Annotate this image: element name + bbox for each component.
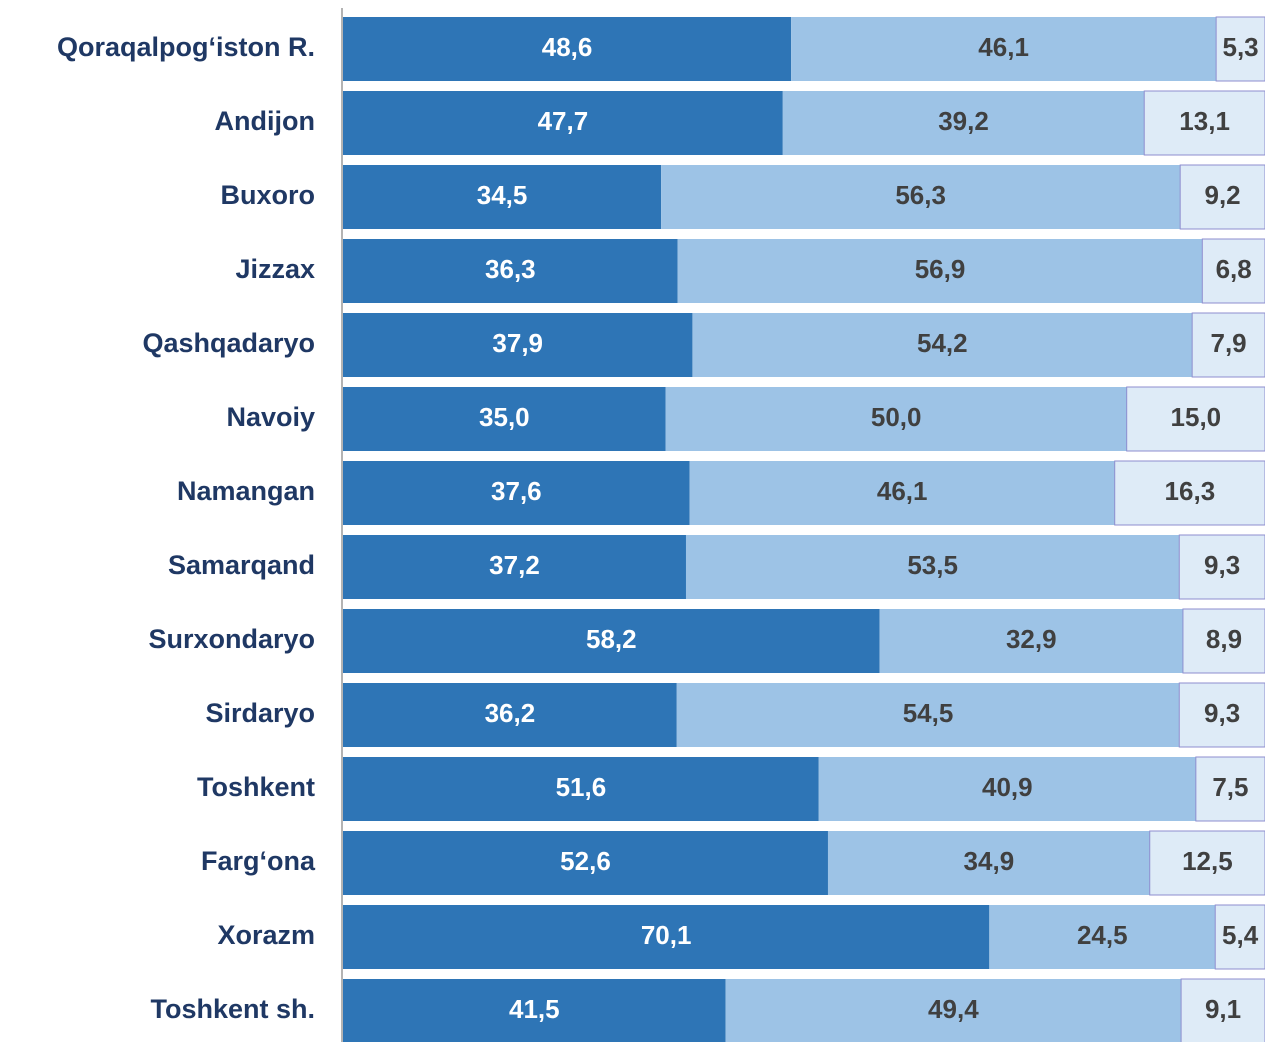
- category-label: Surxondaryo: [148, 624, 315, 654]
- value-label: 37,2: [489, 550, 540, 580]
- bar-segment: [791, 17, 1217, 81]
- bar-segment: [343, 535, 686, 599]
- bar-segment: [1114, 460, 1265, 526]
- bar-segment: [343, 831, 828, 895]
- value-label: 36,3: [485, 254, 536, 284]
- category-label: Qashqadaryo: [142, 328, 315, 358]
- bar-segment: [1179, 164, 1265, 230]
- value-label: 70,1: [641, 920, 692, 950]
- value-label: 48,6: [542, 32, 593, 62]
- bar-segment: [343, 683, 677, 747]
- value-label: 47,7: [538, 106, 589, 136]
- value-label: 53,5: [907, 550, 958, 580]
- bar-segment: [343, 239, 678, 303]
- category-label: Jizzax: [235, 254, 315, 284]
- bar-segment: [343, 165, 662, 229]
- value-label: 39,2: [938, 106, 989, 136]
- value-label: 49,4: [928, 994, 979, 1024]
- bar-segment: [1214, 904, 1265, 970]
- value-label: 34,9: [964, 846, 1015, 876]
- bar-segment: [1149, 830, 1265, 896]
- value-label: 13,1: [1179, 106, 1230, 136]
- bar-segment: [1143, 90, 1265, 156]
- value-label: 52,6: [560, 846, 611, 876]
- category-label: Andijon: [215, 106, 315, 136]
- bar-segment: [1178, 682, 1265, 748]
- category-label: Xorazm: [217, 920, 315, 950]
- value-label: 5,4: [1222, 920, 1259, 950]
- category-label: Navoiy: [226, 402, 315, 432]
- category-label: Buxoro: [221, 180, 316, 210]
- value-label: 35,0: [479, 402, 530, 432]
- value-label: 7,5: [1212, 772, 1248, 802]
- bar-segment: [343, 387, 666, 451]
- bar-segment: [343, 609, 880, 673]
- bar-segment: [343, 313, 693, 377]
- value-label: 54,5: [903, 698, 954, 728]
- bar-segment: [343, 461, 690, 525]
- value-label: 24,5: [1077, 920, 1128, 950]
- value-label: 12,5: [1182, 846, 1233, 876]
- bar-segment: [1178, 534, 1265, 600]
- value-label: 16,3: [1165, 476, 1216, 506]
- value-label: 46,1: [978, 32, 1029, 62]
- value-label: 5,3: [1222, 32, 1258, 62]
- bar-segment: [692, 313, 1193, 377]
- bar-segment: [665, 387, 1127, 451]
- value-label: 9,3: [1204, 698, 1240, 728]
- value-label: 54,2: [917, 328, 968, 358]
- bar-segment: [676, 683, 1180, 747]
- category-label: Namangan: [177, 476, 315, 506]
- bar-segment: [343, 979, 726, 1043]
- value-label: 56,9: [915, 254, 966, 284]
- value-label: 15,0: [1171, 402, 1222, 432]
- bar-segment: [343, 17, 792, 81]
- value-label: 40,9: [982, 772, 1033, 802]
- bar-segment: [343, 757, 819, 821]
- value-label: 7,9: [1211, 328, 1247, 358]
- value-label: 58,2: [586, 624, 637, 654]
- bar-segment: [818, 757, 1196, 821]
- bar-segment: [661, 165, 1181, 229]
- category-label: Farg‘ona: [201, 846, 316, 876]
- value-label: 9,3: [1204, 550, 1240, 580]
- value-label: 50,0: [871, 402, 922, 432]
- value-label: 51,6: [556, 772, 607, 802]
- value-label: 32,9: [1006, 624, 1057, 654]
- bar-segment: [685, 535, 1180, 599]
- bar-segment: [1215, 16, 1265, 82]
- bar-segment: [879, 609, 1183, 673]
- category-label: Qoraqalpog‘iston R.: [57, 32, 315, 62]
- category-label: Toshkent: [197, 772, 315, 802]
- value-label: 6,8: [1216, 254, 1252, 284]
- bar-segment: [1180, 978, 1265, 1044]
- value-label: 37,6: [491, 476, 542, 506]
- bar-segment: [725, 979, 1182, 1043]
- category-label: Toshkent sh.: [150, 994, 315, 1024]
- value-label: 9,2: [1205, 180, 1241, 210]
- bar-segment: [989, 905, 1216, 969]
- bar-segment: [1182, 608, 1265, 674]
- bar-segment: [343, 91, 783, 155]
- value-label: 8,9: [1206, 624, 1242, 654]
- bar-segment: [689, 461, 1115, 525]
- bar-segment: [1191, 312, 1265, 378]
- bar-segment: [343, 905, 990, 969]
- value-label: 41,5: [509, 994, 560, 1024]
- value-label: 37,9: [492, 328, 543, 358]
- bar-segment: [1201, 238, 1265, 304]
- value-label: 56,3: [895, 180, 946, 210]
- bar-segment: [677, 239, 1203, 303]
- bar-segment: [782, 91, 1145, 155]
- value-label: 9,1: [1205, 994, 1241, 1024]
- category-label: Sirdaryo: [205, 698, 315, 728]
- value-label: 46,1: [877, 476, 928, 506]
- bar-segment: [827, 831, 1150, 895]
- value-label: 34,5: [477, 180, 528, 210]
- category-label: Samarqand: [168, 550, 315, 580]
- value-label: 36,2: [485, 698, 536, 728]
